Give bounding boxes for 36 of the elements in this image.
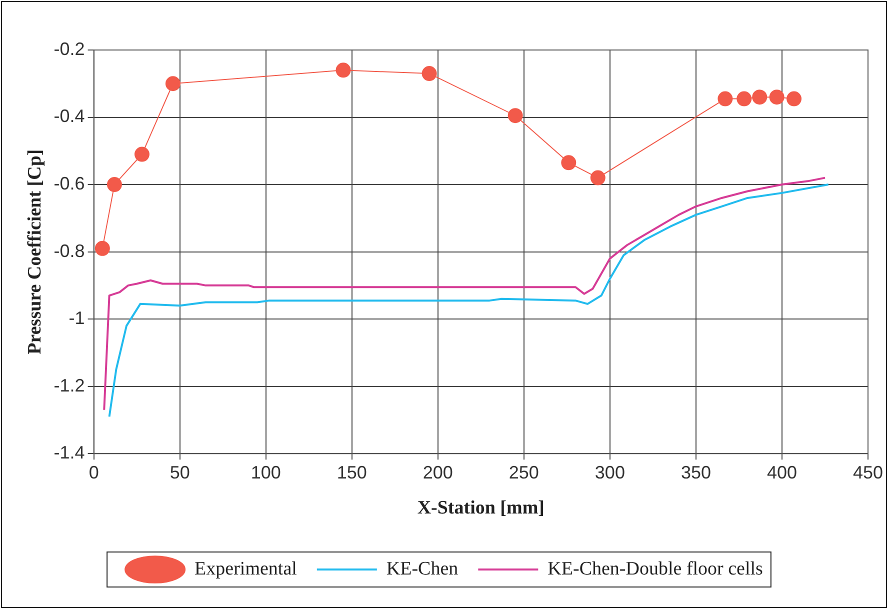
point <box>786 91 802 106</box>
x-tick-label: 450 <box>852 462 884 482</box>
point <box>106 177 122 192</box>
y-tick-label: -0.6 <box>54 174 85 194</box>
point <box>165 76 180 92</box>
legend-label: KE-Chen <box>386 558 459 580</box>
y-tick-label: -0.8 <box>54 240 85 261</box>
x-tick-label: 100 <box>250 462 281 482</box>
point <box>134 146 150 162</box>
y-tick-label: -1 <box>68 308 85 328</box>
y-tick-label: -1.2 <box>54 375 85 396</box>
x-tick-label: 0 <box>88 462 99 482</box>
x-tick-label: 250 <box>508 462 539 482</box>
x-tick-label: 350 <box>680 462 711 482</box>
y-tick-label: -1.4 <box>54 442 85 463</box>
x-axis-title: X-Station [mm] <box>417 498 544 519</box>
point <box>718 91 733 106</box>
point <box>422 66 437 82</box>
point <box>769 90 784 105</box>
point <box>336 62 351 78</box>
legend-label: Experimental <box>194 558 297 580</box>
point <box>590 170 606 186</box>
point <box>94 240 110 256</box>
point <box>561 155 576 170</box>
legend-label: KE-Chen-Double floor cells <box>548 558 763 580</box>
y-tick-label: -0.2 <box>54 38 85 59</box>
x-tick-label: 50 <box>170 462 190 482</box>
point <box>736 91 752 106</box>
point <box>752 90 768 105</box>
x-tick-label: 400 <box>766 462 798 482</box>
point <box>508 108 523 124</box>
y-axis-title: Pressure Coefficient [Cp] <box>24 149 46 354</box>
x-tick-label: 200 <box>422 462 453 482</box>
y-tick-label: -0.4 <box>54 106 85 126</box>
x-tick-label: 300 <box>594 462 625 482</box>
x-tick-label: 150 <box>336 462 367 482</box>
